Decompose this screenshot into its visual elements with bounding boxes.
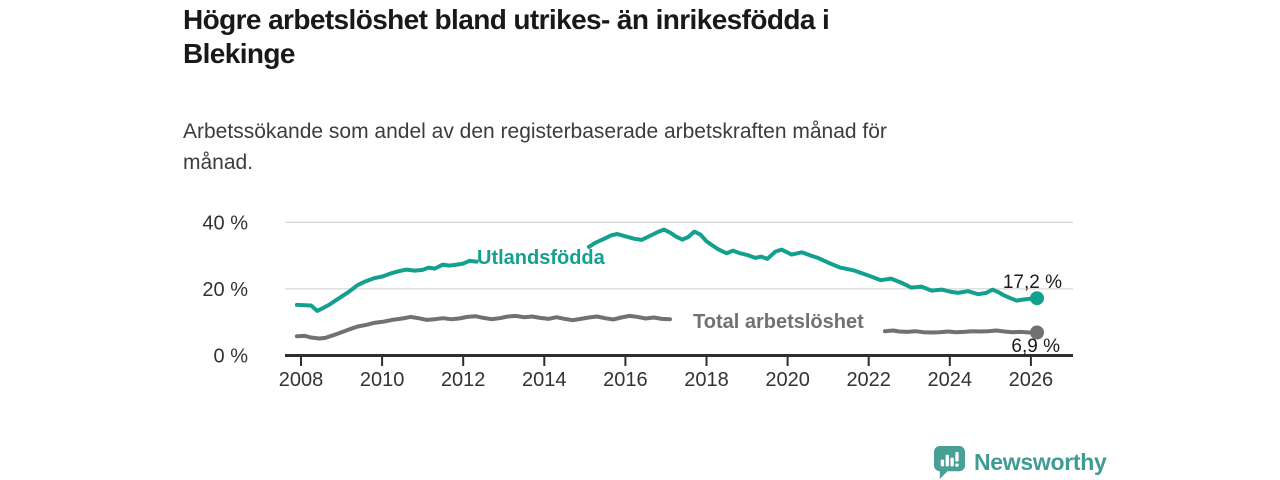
x-axis-tick-label: 2014 bbox=[522, 369, 567, 391]
series-line-total bbox=[294, 313, 672, 341]
chart-subtitle-line1: Arbetssökande som andel av den registerb… bbox=[183, 120, 887, 143]
newsworthy-brand: Newsworthy bbox=[933, 445, 1107, 480]
x-axis-tick-label: 2016 bbox=[603, 369, 648, 391]
x-axis-tick-label: 2020 bbox=[765, 369, 810, 391]
chart-area: 40 % 20 % 0 % 2008 2010 2012 2014 2016 2018 2020 2… bbox=[190, 205, 1090, 400]
series-line-utlandsfodda bbox=[586, 227, 1039, 303]
x-axis-tick-label: 2008 bbox=[279, 369, 324, 391]
series-end-value-total: 6,9 % bbox=[1011, 336, 1060, 357]
brand-name: Newsworthy bbox=[974, 449, 1107, 475]
x-axis-tick-label: 2010 bbox=[360, 369, 405, 391]
series-line-utlandsfodda bbox=[294, 258, 479, 313]
x-axis-tick-label: 2018 bbox=[684, 369, 729, 391]
y-axis-tick-label: 0 % bbox=[214, 346, 249, 368]
series-label-utlandsfodda: Utlandsfödda bbox=[477, 247, 606, 269]
x-axis-tick-label: 2012 bbox=[441, 369, 486, 391]
series-line-total bbox=[882, 328, 1039, 335]
page-title: Högre arbetslöshet bland utrikes- än inr… bbox=[183, 3, 1003, 71]
x-axis-tick-label: 2024 bbox=[928, 369, 973, 391]
series-end-dot-utlandsfodda bbox=[1030, 291, 1044, 306]
chart-subtitle: Arbetssökande som andel av den registerb… bbox=[183, 116, 1043, 178]
page-title-line2: Blekinge bbox=[183, 38, 296, 69]
chart-subtitle-line2: månad. bbox=[183, 151, 254, 174]
series-end-value-utlandsfodda: 17,2 % bbox=[1003, 272, 1062, 293]
newsworthy-logo-icon bbox=[933, 446, 966, 479]
x-axis-tick-label: 2026 bbox=[1009, 369, 1054, 391]
y-axis-tick-label: 20 % bbox=[202, 279, 248, 301]
unemployment-line-chart: 40 % 20 % 0 % 2008 2010 2012 2014 2016 2018 2020 2… bbox=[202, 212, 1073, 391]
x-axis-tick-label: 2022 bbox=[846, 369, 891, 391]
y-axis-tick-label: 40 % bbox=[202, 212, 248, 234]
page-title-line1: Högre arbetslöshet bland utrikes- än inr… bbox=[183, 4, 830, 35]
series-end-dot-total bbox=[1030, 325, 1044, 340]
series-label-total: Total arbetslöshet bbox=[693, 311, 864, 333]
